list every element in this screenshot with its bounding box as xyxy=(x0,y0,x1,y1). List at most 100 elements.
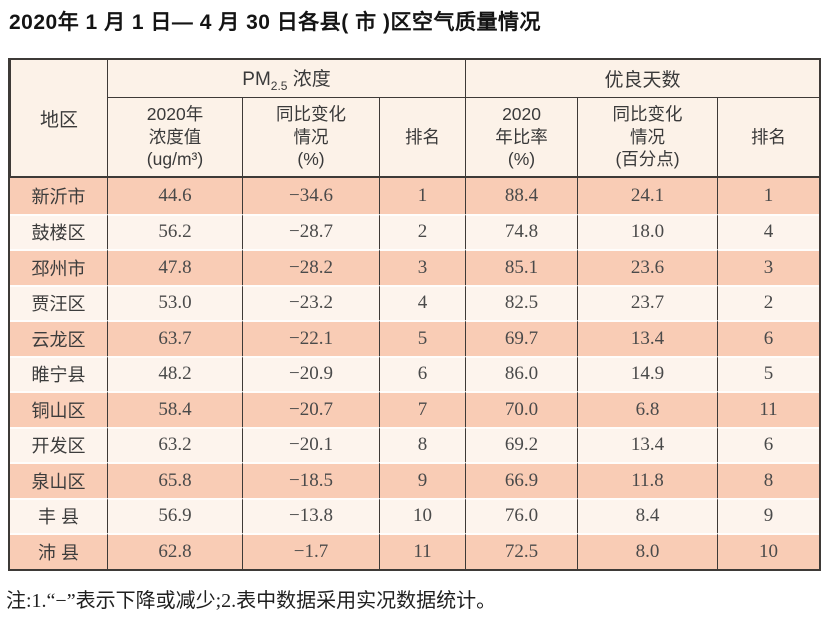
pm25-2020-value-cell: 63.2 xyxy=(107,426,242,462)
good-days-ratio-cell: 85.1 xyxy=(465,249,578,285)
good-days-yoy-change-cell: 13.4 xyxy=(577,320,718,356)
pm25-2020-value-cell: 53.0 xyxy=(107,284,242,320)
pm25-2020-value-cell: 56.2 xyxy=(107,213,242,249)
table-row: 泉山区 65.8 −18.5 9 66.9 11.8 8 xyxy=(10,462,820,498)
table-row: 丰 县 56.9 −13.8 10 76.0 8.4 9 xyxy=(10,497,820,533)
pm25-rank-cell: 1 xyxy=(379,178,466,214)
table-row: 新沂市 44.6 −34.6 1 88.4 24.1 1 xyxy=(10,178,820,214)
air-quality-table: 地区 PM2.5 浓度 优良天数 2020年 浓度值 (ug/m³) 同比变化 … xyxy=(8,58,822,571)
table-row: 鼓楼区 56.2 −28.7 2 74.8 18.0 4 xyxy=(10,213,820,249)
good-days-ratio-cell: 76.0 xyxy=(465,497,578,533)
pm25-yoy-change-cell: −20.9 xyxy=(242,355,379,391)
header-good-days-ratio: 2020 年比率 (%) xyxy=(465,98,578,178)
good-days-ratio-cell: 70.0 xyxy=(465,391,578,427)
header-good-days-yoy-change: 同比变化 情况 (百分点) xyxy=(577,98,718,178)
region-cell: 鼓楼区 xyxy=(10,213,107,249)
pm25-yoy-change-cell: −22.1 xyxy=(242,320,379,356)
pm25-2020-value-cell: 48.2 xyxy=(107,355,242,391)
table-row: 开发区 63.2 −20.1 8 69.2 13.4 6 xyxy=(10,426,820,462)
pm25-yoy-change-cell: −23.2 xyxy=(242,284,379,320)
pm25-rank-cell: 10 xyxy=(379,497,466,533)
table-body: 新沂市 44.6 −34.6 1 88.4 24.1 1 鼓楼区 56.2 −28.7 2 74.8 1… xyxy=(10,178,820,569)
region-cell: 贾汪区 xyxy=(10,284,107,320)
pm25-2020-value-cell: 44.6 xyxy=(107,178,242,214)
good-days-rank-cell: 1 xyxy=(717,178,820,214)
header-group-pm25: PM2.5 浓度 xyxy=(107,60,466,98)
pm25-rank-cell: 5 xyxy=(379,320,466,356)
header-sub-row: 2020年 浓度值 (ug/m³) 同比变化 情况 (%) 排名 2020 年比… xyxy=(10,98,820,178)
region-cell: 云龙区 xyxy=(10,320,107,356)
good-days-ratio-cell: 72.5 xyxy=(465,533,578,569)
pm25-2020-value-cell: 62.8 xyxy=(107,533,242,569)
pm25-yoy-change-cell: −28.2 xyxy=(242,249,379,285)
pm25-rank-cell: 9 xyxy=(379,462,466,498)
good-days-ratio-cell: 66.9 xyxy=(465,462,578,498)
region-cell: 开发区 xyxy=(10,426,107,462)
table-row: 邳州市 47.8 −28.2 3 85.1 23.6 3 xyxy=(10,249,820,285)
good-days-rank-cell: 11 xyxy=(717,391,820,427)
pm25-yoy-change-cell: −20.7 xyxy=(242,391,379,427)
pm25-yoy-change-cell: −13.8 xyxy=(242,497,379,533)
region-cell: 丰 县 xyxy=(10,497,107,533)
good-days-yoy-change-cell: 23.6 xyxy=(577,249,718,285)
page-title: 2020年 1 月 1 日— 4 月 30 日各县( 市 )区空气质量情况 xyxy=(9,11,541,34)
pm25-rank-cell: 2 xyxy=(379,213,466,249)
header-pm25-rank: 排名 xyxy=(379,98,466,178)
good-days-rank-cell: 8 xyxy=(717,462,820,498)
good-days-yoy-change-cell: 14.9 xyxy=(577,355,718,391)
good-days-rank-cell: 4 xyxy=(717,213,820,249)
pm25-rank-cell: 6 xyxy=(379,355,466,391)
pm25-yoy-change-cell: −28.7 xyxy=(242,213,379,249)
pm25-rank-cell: 4 xyxy=(379,284,466,320)
good-days-yoy-change-cell: 6.8 xyxy=(577,391,718,427)
header-group-good-days: 优良天数 xyxy=(465,60,820,98)
table-row: 铜山区 58.4 −20.7 7 70.0 6.8 11 xyxy=(10,391,820,427)
pm25-rank-cell: 3 xyxy=(379,249,466,285)
table-row: 云龙区 63.7 −22.1 5 69.7 13.4 6 xyxy=(10,320,820,356)
good-days-yoy-change-cell: 13.4 xyxy=(577,426,718,462)
pm25-yoy-change-cell: −20.1 xyxy=(242,426,379,462)
good-days-rank-cell: 6 xyxy=(717,426,820,462)
region-cell: 新沂市 xyxy=(10,178,107,214)
header-pm25-2020-value: 2020年 浓度值 (ug/m³) xyxy=(107,98,242,178)
good-days-ratio-cell: 86.0 xyxy=(465,355,578,391)
footnote: 注:1.“−”表示下降或减少;2.表中数据采用实况数据统计。 xyxy=(6,590,497,612)
good-days-yoy-change-cell: 24.1 xyxy=(577,178,718,214)
good-days-ratio-cell: 69.7 xyxy=(465,320,578,356)
table-header: 地区 PM2.5 浓度 优良天数 2020年 浓度值 (ug/m³) 同比变化 … xyxy=(10,60,820,178)
good-days-rank-cell: 6 xyxy=(717,320,820,356)
good-days-ratio-cell: 82.5 xyxy=(465,284,578,320)
region-cell: 邳州市 xyxy=(10,249,107,285)
good-days-rank-cell: 2 xyxy=(717,284,820,320)
good-days-rank-cell: 9 xyxy=(717,497,820,533)
good-days-yoy-change-cell: 11.8 xyxy=(577,462,718,498)
header-region: 地区 xyxy=(10,60,107,178)
pm25-yoy-change-cell: −1.7 xyxy=(242,533,379,569)
good-days-rank-cell: 10 xyxy=(717,533,820,569)
pm25-rank-cell: 7 xyxy=(379,391,466,427)
region-cell: 铜山区 xyxy=(10,391,107,427)
good-days-rank-cell: 3 xyxy=(717,249,820,285)
pm25-2020-value-cell: 58.4 xyxy=(107,391,242,427)
good-days-ratio-cell: 74.8 xyxy=(465,213,578,249)
pm25-2020-value-cell: 65.8 xyxy=(107,462,242,498)
table-row: 沛 县 62.8 −1.7 11 72.5 8.0 10 xyxy=(10,533,820,569)
good-days-yoy-change-cell: 23.7 xyxy=(577,284,718,320)
region-cell: 沛 县 xyxy=(10,533,107,569)
pm25-rank-cell: 8 xyxy=(379,426,466,462)
header-good-days-rank: 排名 xyxy=(717,98,820,178)
pm25-label-suffix: 浓度 xyxy=(287,69,331,91)
pm25-2020-value-cell: 56.9 xyxy=(107,497,242,533)
pm25-yoy-change-cell: −34.6 xyxy=(242,178,379,214)
region-cell: 睢宁县 xyxy=(10,355,107,391)
good-days-rank-cell: 5 xyxy=(717,355,820,391)
header-pm25-yoy-change: 同比变化 情况 (%) xyxy=(242,98,379,178)
good-days-yoy-change-cell: 18.0 xyxy=(577,213,718,249)
pm25-2020-value-cell: 63.7 xyxy=(107,320,242,356)
table-row: 睢宁县 48.2 −20.9 6 86.0 14.9 5 xyxy=(10,355,820,391)
pm25-2020-value-cell: 47.8 xyxy=(107,249,242,285)
pm25-yoy-change-cell: −18.5 xyxy=(242,462,379,498)
good-days-ratio-cell: 88.4 xyxy=(465,178,578,214)
header-group-row: 地区 PM2.5 浓度 优良天数 xyxy=(10,60,820,178)
